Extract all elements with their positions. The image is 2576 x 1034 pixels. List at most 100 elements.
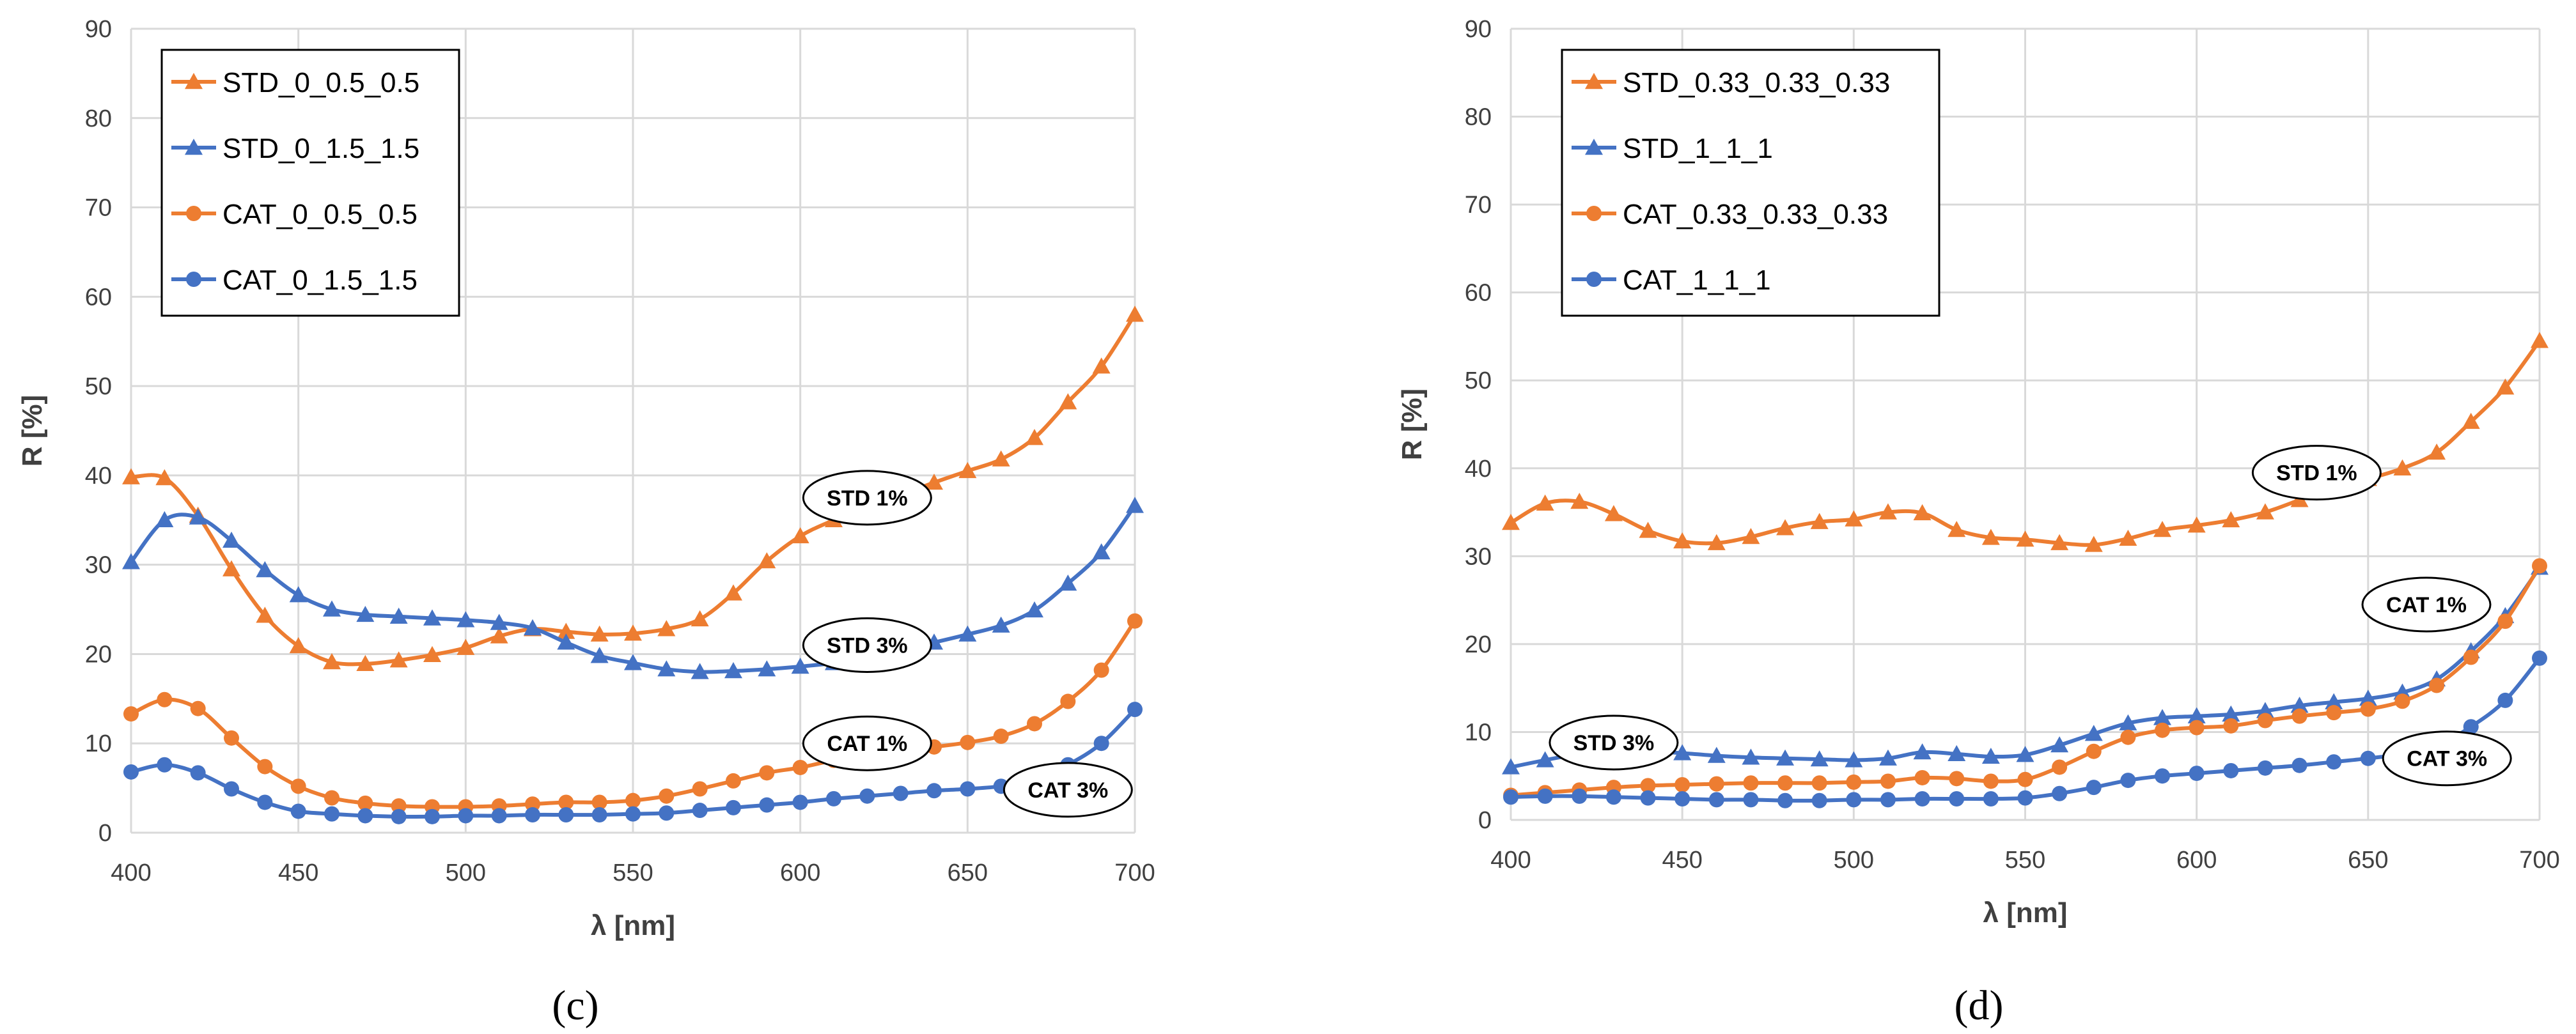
chart-d-series-cat-1-1-1-point-19 [2155, 768, 2171, 784]
chart-d-series-std-0-33-0-33-0-33-point-21 [2222, 511, 2240, 528]
chart-d-series-cat-1-1-1-point-11 [1880, 792, 1896, 808]
chart-c-legend-item-3-label: CAT_0_1.5_1.5 [222, 265, 418, 296]
chart-c-series-cat-0-1-5-1-5 [123, 702, 1143, 824]
chart-d-series-cat-0-33-0-33-0-33-point-28 [2463, 649, 2479, 665]
chart-c-series-cat-0-1-5-1-5-point-5 [290, 803, 306, 819]
chart-d-annotation-std-3-: STD 3% [1549, 714, 1679, 771]
chart-c-series-cat-0-1-5-1-5-point-13 [558, 807, 574, 823]
chart-d-series-cat-1-1-1-point-7 [1743, 792, 1759, 808]
chart-c-series-cat-0-1-5-1-5-point-14 [591, 807, 607, 823]
chart-d-series-std-1-1-1-point-20 [2187, 707, 2206, 723]
chart-c-annotation-bubble-0 [802, 470, 932, 526]
chart-d-ytick-label-0: 0 [1478, 807, 1492, 834]
chart-c-series-cat-0-1-5-1-5-point-19 [759, 797, 775, 813]
chart-d-series-std-0-33-0-33-0-33-point-7 [1742, 528, 1760, 544]
chart-d-series-cat-1-1-1-point-0 [1503, 789, 1518, 805]
chart-d-series-cat-0-33-0-33-0-33-point-15 [2017, 771, 2033, 787]
chart-c-series-std-0-1-5-1-5-point-30 [1126, 497, 1144, 513]
chart-d-series-std-1-1-1-point-14 [1981, 747, 2000, 764]
chart-c-series-std-0-1-5-1-5-point-4 [256, 561, 274, 578]
chart-c-series-std-0-1-5-1-5-point-19 [758, 660, 776, 677]
chart-c-series-std-0-1-5-1-5-point-17 [691, 663, 709, 679]
chart-d-series-std-0-33-0-33-0-33-point-17 [2084, 536, 2103, 552]
chart-d-series-cat-0-33-0-33-0-33-point-24 [2326, 705, 2342, 721]
chart-d-series-cat-1-1-1-point-22 [2257, 760, 2273, 776]
chart-d-series-std-1-1-1-point-22 [2256, 702, 2274, 718]
chart-c: 0 10 20 30 40 50 60 70 80 90 400 450 500 550 600 650 700… [17, 16, 1155, 1029]
chart-c-series-std-0-0-5-0-5-point-3 [222, 560, 240, 576]
chart-d-series-cat-0-33-0-33-0-33-point-20 [2189, 720, 2205, 736]
chart-c-series-cat-0-1-5-1-5-point-12 [525, 807, 540, 823]
chart-c-series-cat-0-0-5-0-5-point-12 [525, 796, 540, 812]
chart-d-xtick-label-450: 450 [1662, 847, 1702, 874]
chart-d-series-cat-0-33-0-33-0-33-point-29 [2497, 613, 2513, 629]
chart-c-series-std-0-1-5-1-5-point-7 [356, 605, 375, 622]
chart-d-series-std-0-33-0-33-0-33-point-26 [2393, 459, 2412, 475]
chart-d-series-cat-0-33-0-33-0-33-point-7 [1743, 775, 1759, 791]
chart-d-series-std-1-1-1-point-13 [1948, 745, 1966, 762]
chart-d-x-axis-label: λ [nm] [1983, 897, 2068, 929]
chart-c-series-cat-0-1-5-1-5-point-16 [659, 805, 675, 821]
chart-d-series-cat-0-33-0-33-0-33-point-23 [2291, 708, 2307, 724]
chart-d-ytick-label-20: 20 [1465, 631, 1492, 658]
chart-d-series-std-1-1-1-point-12 [1913, 743, 1932, 760]
chart-d-series-cat-1-1-1-point-16 [2052, 785, 2068, 801]
chart-d-series-std-0-33-0-33-0-33-point-2 [1570, 493, 1589, 509]
chart-d-annotation-text-3: CAT 3% [2407, 747, 2487, 771]
chart-d-series-std-0-33-0-33-0-33-point-22 [2256, 503, 2274, 520]
chart-d-series-std-1-1-1-point-0 [1502, 758, 1520, 775]
chart-d-annotation-cat-1-: CAT 1% [2361, 576, 2492, 633]
chart-d-series-std-0-33-0-33-0-33-point-19 [2153, 521, 2172, 537]
chart-d-series-std-1-1-1-point-17 [2084, 725, 2103, 741]
chart-d-annotation-bubble-2 [1549, 714, 1679, 771]
chart-c-series-cat-0-0-5-0-5-point-7 [357, 795, 373, 811]
chart-d-series-cat-1-1-1-point-10 [1846, 792, 1862, 808]
chart-d-series-std-0-33-0-33-0-33-point-5 [1673, 532, 1692, 549]
chart-d-series-std-1-1-1-point-8 [1776, 749, 1795, 766]
chart-c-series-std-0-0-5-0-5-point-27 [1026, 429, 1043, 445]
chart-c-series-std-0-0-5-0-5-point-25 [958, 461, 977, 479]
chart-d-series-std-0-33-0-33-0-33-point-27 [2428, 444, 2446, 460]
chart-d-series-std-0-33-0-33-0-33-point-8 [1776, 519, 1795, 536]
chart-c-series-cat-0-0-5-0-5-point-6 [324, 790, 340, 806]
chart-c-panel-label: (c) [552, 982, 598, 1029]
chart-d-series-std-1-1-1-point-23 [2290, 697, 2309, 713]
chart-d-series-std-0-33-0-33-0-33-point-28 [2462, 412, 2480, 429]
chart-d-series-std-1-1-1-point-19 [2153, 709, 2172, 725]
chart-c-series-cat-0-1-5-1-5-point-2 [190, 765, 206, 781]
chart-d-legend-box [1561, 49, 1940, 317]
chart-c-series-std-0-1-5-1-5-point-29 [1092, 543, 1111, 560]
chart-c-ytick-label-60: 60 [85, 284, 112, 311]
chart-c-ytick-label-30: 30 [85, 552, 112, 579]
chart-d-series-cat-1-1-1-point-13 [1949, 791, 1965, 806]
chart-c-series-std-0-0-5-0-5-point-13 [557, 622, 575, 639]
chart-d-annotation-bubble-0 [2251, 445, 2382, 501]
chart-c-series-std-0-0-5-0-5-point-26 [992, 450, 1010, 467]
chart-d-series-std-1-1-1-point-9 [1810, 750, 1829, 767]
chart-c-series-std-0-1-5-1-5-point-28 [1059, 575, 1077, 591]
chart-c-series-std-0-0-5-0-5-point-15 [624, 624, 642, 641]
chart-c-series-cat-0-1-5-1-5-point-22 [859, 788, 875, 804]
chart-c-series-cat-0-0-5-0-5-point-29 [1093, 662, 1109, 678]
chart-d-series-std-0-33-0-33-0-33-point-9 [1810, 513, 1829, 529]
chart-c-series-std-0-1-5-1-5-point-10 [457, 611, 475, 628]
chart-d-legend-item-0-marker-point-0 [1585, 73, 1603, 89]
chart-c-series-cat-0-1-5-1-5-point-1 [157, 757, 173, 773]
chart-d-series-std-0-33-0-33-0-33-point-6 [1707, 534, 1726, 550]
chart-d-series-std-1-1-1-point-25 [2359, 690, 2377, 706]
chart-c-legend: STD_0_0.5_0.5 STD_0_1.5_1.5 CAT_0_0.5_0.5 C… [160, 49, 460, 317]
chart-c-legend-item-2-label: CAT_0_0.5_0.5 [222, 199, 418, 230]
chart-d-series-std-0-33-0-33-0-33-point-15 [2016, 530, 2034, 547]
chart-d-series-cat-0-33-0-33-0-33-point-9 [1811, 775, 1827, 791]
chart-d-legend-item-3-label: CAT_1_1_1 [1623, 265, 1771, 296]
chart-c-xtick-label-650: 650 [948, 860, 988, 886]
chart-c-series-cat-0-0-5-0-5-point-19 [759, 765, 775, 781]
chart-c-series-std-0-0-5-0-5-point-29 [1092, 357, 1111, 374]
chart-c-series-cat-0-0-5-0-5-point-25 [960, 734, 976, 750]
chart-c-annotation-std-1-: STD 1% [802, 470, 932, 526]
chart-d-series-std-1-1-1-point-11 [1878, 749, 1897, 766]
chart-d-ytick-label-60: 60 [1465, 280, 1492, 307]
chart-d-series-cat-1-1-1-point-30 [2532, 650, 2547, 666]
chart-d-series-std-0-33-0-33-0-33-point-13 [1948, 521, 1966, 537]
